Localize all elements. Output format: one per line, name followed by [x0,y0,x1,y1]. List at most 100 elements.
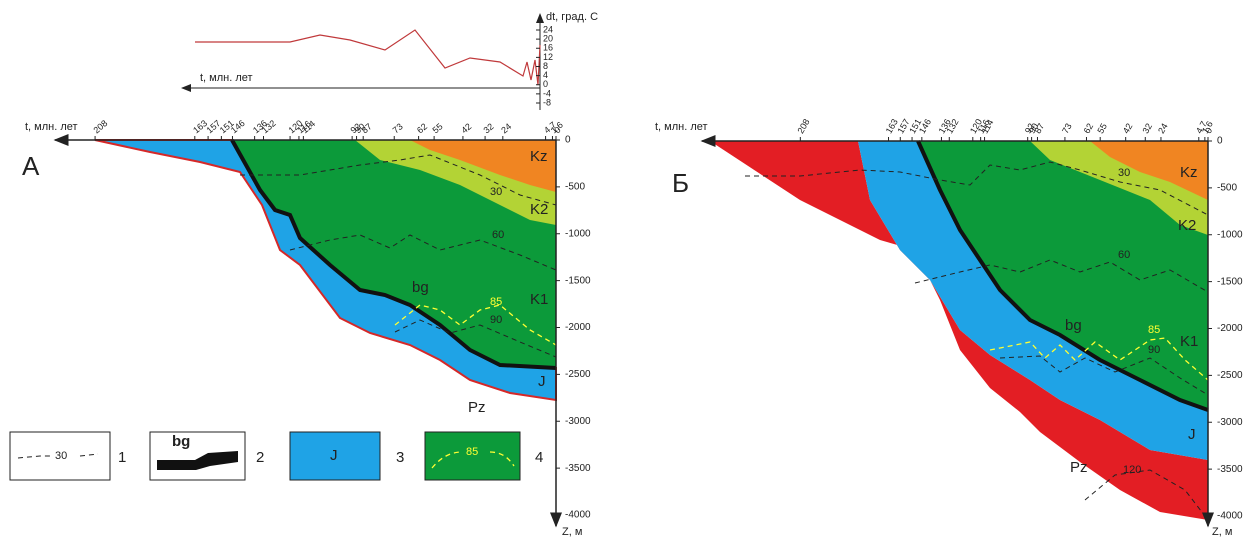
label-90: 90 [490,314,502,326]
label-120: 120 [1123,464,1141,476]
tick-label: 4 [543,70,548,80]
tick-label: 0 [552,124,562,135]
isotherm-60 [289,234,557,271]
layer-k1 [232,140,556,368]
legend-number: 1 [118,449,126,466]
isotherm-90 [999,355,1209,396]
tick-label: 32 [481,121,495,135]
bg-horizon [230,139,557,370]
tick-label: 16 [543,43,553,53]
legend-sample: bg [172,433,190,450]
tick-label: 87 [360,121,374,135]
legend-box [424,431,521,481]
legend-number: 4 [535,449,543,466]
depth-label: Z, м [1212,526,1232,538]
tick-label: 0 [565,135,571,146]
tick-label: -4 [543,88,551,98]
tick-label: -1500 [1217,276,1243,287]
label-85: 85 [1148,324,1160,336]
tick-label: 42 [1121,122,1135,136]
layer-kz [410,140,556,192]
tick-label: -1500 [565,275,591,286]
tick-label: 146 [917,117,933,135]
isotherm-120 [1084,469,1209,521]
legend-number: 3 [396,449,404,466]
tick-label: 90 [1027,122,1041,136]
tick-label: 146 [229,118,247,135]
tick-label: 87 [1033,122,1047,136]
label-kz: Kz [530,148,548,165]
layer-pz [710,141,1208,520]
temperature-chart: dt, град. С t, млн. лет [181,11,598,110]
layer-kz [1090,141,1208,200]
tick-label: -500 [565,182,585,193]
tick-label: 55 [431,121,445,135]
time-label: t, млн. лет [25,121,78,133]
isotherm-85 [394,304,557,346]
tick-label: 90 [353,121,367,135]
bg-horizon [916,140,1209,412]
legend-box [9,431,111,481]
legend-sample: J [330,447,338,464]
tick-label: -2500 [565,369,591,380]
isotherm-85 [989,337,1209,381]
tick-label: 55 [1095,122,1109,136]
label-k2: K2 [1178,217,1196,234]
legend-sample: 85 [466,446,478,458]
tick-label: -1000 [1217,229,1243,240]
label-90: 90 [1148,344,1160,356]
label-pz: Pz [468,399,486,416]
label-30: 30 [490,186,502,198]
tick-label: -3500 [1217,464,1243,475]
tick-label: -4000 [1217,511,1243,522]
tick-label: 24 [1156,122,1170,136]
panel-letter: Б [672,168,689,198]
label-bg: bg [1065,317,1082,334]
tick-label: 208 [795,117,811,135]
legend: 30 1 bg 2 J 3 85 4 [9,431,543,481]
label-k2: K2 [530,201,548,218]
isotherm-30 [745,161,1209,216]
tick-label: 62 [415,121,429,135]
tick-label: 92 [349,121,363,135]
tick-label: 0 [543,79,548,89]
isotherm-90 [394,319,557,358]
layer-j [858,141,1208,460]
label-30: 30 [1118,167,1130,179]
tick-label: -2000 [565,322,591,333]
label-pz: Pz [1070,459,1088,476]
label-kz: Kz [1180,164,1198,181]
panel-letter: А [22,151,40,181]
legend-box [289,431,381,481]
label-j: J [1188,426,1196,443]
tick-label: -3500 [565,463,591,474]
tick-label: -8 [543,97,551,107]
layer-k1 [918,141,1208,410]
tick-label: 0 [1203,126,1214,135]
legend-sample: 30 [55,450,67,462]
label-60: 60 [492,229,504,241]
tick-label: 42 [459,121,473,135]
tick-label: -500 [1217,183,1237,194]
label-85: 85 [490,296,502,308]
tick-label: 24 [499,121,513,135]
label-k1: K1 [530,291,548,308]
label-j: J [538,373,546,390]
tick-label: -1000 [565,228,591,239]
legend-number: 2 [256,449,264,466]
label-bg: bg [412,279,429,296]
tick-label: 73 [1060,122,1074,136]
depth-label: Z, м [562,526,582,538]
dt-label: dt, град. С [546,11,598,23]
time-label: t, млн. лет [655,121,708,133]
temperature-curve [195,29,541,86]
t-label: t, млн. лет [200,72,253,84]
tick-label: 12 [543,52,553,62]
tick-label: 24 [543,24,553,34]
tick-label: -2000 [1217,323,1243,334]
tick-label: -4000 [565,510,591,521]
panel-a: t, млн. лет Z, м А Kz K2 K1 J Pz bg 30 6… [22,121,582,538]
tick-label: -2500 [1217,370,1243,381]
tick-label: 62 [1082,122,1096,136]
